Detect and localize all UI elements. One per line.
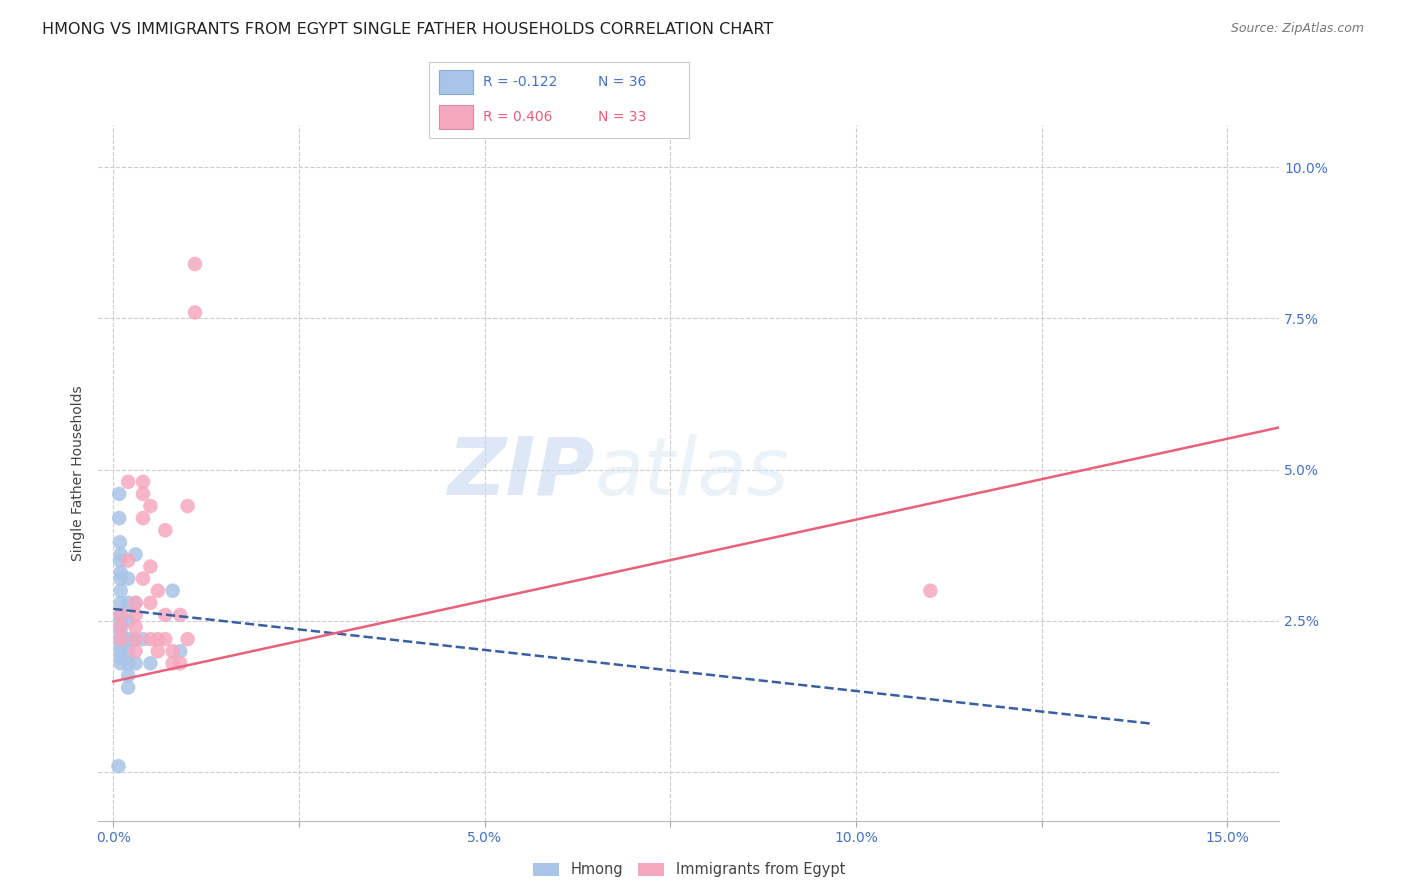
Point bbox=[124, 548, 146, 562]
Point bbox=[155, 523, 177, 537]
Text: R = 0.406: R = 0.406 bbox=[484, 110, 553, 124]
Point bbox=[146, 632, 169, 647]
Point bbox=[110, 596, 132, 610]
Point bbox=[139, 657, 162, 671]
Point bbox=[124, 607, 146, 622]
Text: R = -0.122: R = -0.122 bbox=[484, 75, 558, 89]
Point bbox=[108, 511, 131, 525]
Point bbox=[107, 759, 129, 773]
Point bbox=[108, 553, 131, 567]
Point bbox=[110, 566, 132, 580]
Text: Source: ZipAtlas.com: Source: ZipAtlas.com bbox=[1230, 22, 1364, 36]
Point bbox=[132, 511, 155, 525]
Point bbox=[110, 548, 132, 562]
Point bbox=[110, 583, 132, 598]
Point bbox=[117, 668, 139, 682]
Point bbox=[108, 535, 131, 549]
Point bbox=[117, 475, 139, 489]
Legend: Hmong, Immigrants from Egypt: Hmong, Immigrants from Egypt bbox=[527, 856, 851, 883]
Point bbox=[139, 559, 162, 574]
Point bbox=[169, 644, 191, 658]
Point bbox=[920, 583, 942, 598]
Point bbox=[110, 620, 132, 634]
Point bbox=[124, 620, 146, 634]
Bar bbox=[439, 70, 472, 95]
Point bbox=[162, 583, 184, 598]
Point bbox=[117, 614, 139, 628]
Point bbox=[110, 632, 132, 647]
Text: HMONG VS IMMIGRANTS FROM EGYPT SINGLE FATHER HOUSEHOLDS CORRELATION CHART: HMONG VS IMMIGRANTS FROM EGYPT SINGLE FA… bbox=[42, 22, 773, 37]
Point bbox=[117, 553, 139, 567]
Point bbox=[110, 572, 132, 586]
Point bbox=[110, 650, 132, 665]
Point bbox=[155, 632, 177, 647]
Point bbox=[110, 657, 132, 671]
Point bbox=[110, 607, 132, 622]
Point bbox=[108, 487, 131, 501]
Point bbox=[169, 657, 191, 671]
Point bbox=[117, 596, 139, 610]
Point bbox=[124, 632, 146, 647]
Point bbox=[110, 626, 132, 640]
Point bbox=[132, 632, 155, 647]
Point bbox=[124, 596, 146, 610]
Point bbox=[139, 632, 162, 647]
Point bbox=[124, 596, 146, 610]
Point bbox=[132, 487, 155, 501]
Point bbox=[124, 657, 146, 671]
Point bbox=[139, 596, 162, 610]
Y-axis label: Single Father Households: Single Father Households bbox=[72, 385, 86, 560]
Point bbox=[162, 644, 184, 658]
Point bbox=[124, 632, 146, 647]
Point bbox=[162, 657, 184, 671]
Point bbox=[110, 644, 132, 658]
Point bbox=[139, 499, 162, 513]
Text: ZIP: ZIP bbox=[447, 434, 595, 512]
Point bbox=[110, 632, 132, 647]
Point bbox=[155, 607, 177, 622]
Point bbox=[117, 657, 139, 671]
Point bbox=[132, 475, 155, 489]
Point bbox=[146, 583, 169, 598]
Text: N = 36: N = 36 bbox=[598, 75, 647, 89]
Point bbox=[110, 607, 132, 622]
Text: N = 33: N = 33 bbox=[598, 110, 647, 124]
Point bbox=[117, 644, 139, 658]
Point bbox=[110, 620, 132, 634]
Point bbox=[176, 499, 198, 513]
Point bbox=[169, 607, 191, 622]
Point bbox=[117, 681, 139, 695]
Point bbox=[184, 305, 207, 319]
Point bbox=[124, 644, 146, 658]
Point bbox=[110, 638, 132, 652]
Point bbox=[176, 632, 198, 647]
Point bbox=[117, 632, 139, 647]
Point bbox=[117, 572, 139, 586]
Point bbox=[110, 632, 132, 647]
Point bbox=[110, 614, 132, 628]
Bar bbox=[439, 105, 472, 129]
Point bbox=[132, 572, 155, 586]
Point bbox=[184, 257, 207, 271]
Point bbox=[146, 644, 169, 658]
Text: atlas: atlas bbox=[595, 434, 789, 512]
